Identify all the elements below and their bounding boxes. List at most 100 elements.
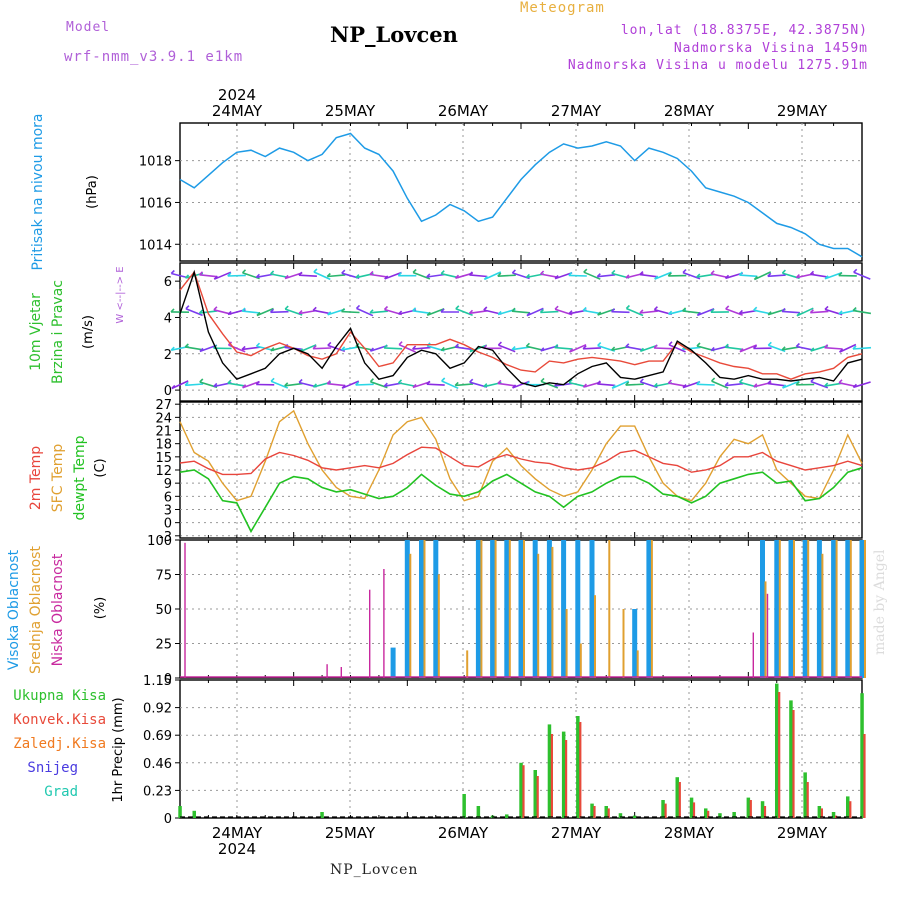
wind-arrowhead: [512, 384, 517, 389]
wind-arrowhead: [185, 305, 190, 310]
precip-bar: [192, 810, 196, 818]
wind-arrow: [682, 380, 701, 389]
wind-arrow: [767, 382, 786, 387]
wind-arrow: [185, 383, 204, 387]
pressure-panel: 1014 1016 1018 Pritisak na nivou mora (hPa) 2…: [30, 86, 863, 271]
wind-arrow: [412, 271, 431, 280]
wind-arrowhead: [710, 270, 715, 275]
wind-arrowhead: [852, 383, 857, 388]
precip-bar: [849, 801, 852, 818]
y-tick-label: 24: [155, 411, 172, 426]
wind-arrow: [852, 346, 872, 350]
precip-bar: [561, 731, 566, 818]
wind-arrowhead: [810, 378, 815, 383]
y-tick-label: 100: [147, 534, 172, 549]
wind-arrow: [838, 382, 857, 388]
wind-arrow: [654, 347, 673, 350]
precip-legend-item: Zaledj.Kisa: [13, 736, 106, 752]
wind-arrow: [327, 274, 346, 278]
wind-arrowhead: [198, 271, 204, 276]
cloud-bar: [565, 609, 568, 678]
wind-arrowhead: [781, 346, 786, 351]
wind-arrowhead: [824, 344, 829, 349]
precip-bar: [803, 772, 807, 818]
wind-arrow: [369, 310, 388, 314]
wind-arrowhead: [767, 341, 772, 346]
precip-bar: [604, 806, 608, 818]
y-tick-label: 12: [155, 464, 172, 479]
wind-arrowhead: [596, 380, 601, 385]
wind-arrowhead: [198, 309, 204, 314]
wind-arrowhead: [497, 272, 502, 277]
wind-arrow: [597, 383, 616, 387]
precip-bar: [547, 724, 552, 818]
wind-speed-line: [179, 269, 863, 388]
wind-ylabel-1: 10m Vjetar: [28, 293, 44, 371]
wind-arrowhead: [738, 309, 743, 314]
wind-arrowhead: [426, 273, 431, 278]
wind-arrow: [384, 347, 403, 350]
wind-arrow: [313, 309, 332, 315]
wind-arrowhead: [184, 274, 190, 279]
precip-bar: [632, 815, 637, 818]
y-tick-label: 6: [164, 490, 172, 505]
wind-arrowhead: [284, 274, 289, 280]
wind-arrow: [341, 380, 360, 389]
wind-arrow: [540, 380, 559, 389]
wind-arrowhead: [369, 378, 374, 383]
wind-arrow: [611, 310, 630, 314]
wind-arrowhead: [241, 269, 247, 274]
wind-arrowhead: [554, 344, 559, 349]
precip-bar: [689, 797, 694, 818]
cloud-bar: [437, 574, 440, 678]
wind-arrowhead: [454, 274, 460, 279]
wind-arrowhead: [511, 307, 516, 312]
wind-arrowhead: [412, 268, 417, 274]
precip-bar: [704, 808, 708, 818]
y-tick-label: -3: [159, 530, 172, 545]
wind-arrowhead: [312, 345, 317, 350]
wind-arrowhead: [256, 311, 261, 317]
precip-bar: [806, 782, 809, 818]
plot-frame: [179, 122, 863, 262]
altitude-text: Nadmorska Visina 1459m: [673, 41, 868, 56]
wind-arrowhead: [440, 308, 445, 313]
cloud-bar: [632, 609, 638, 678]
wind-arrow: [242, 346, 261, 351]
cloud-bar: [589, 540, 595, 678]
cloud-bar: [622, 609, 625, 678]
wind-arrowhead: [540, 377, 545, 382]
y-tick-label: 27: [155, 398, 172, 413]
wind-arrow: [213, 271, 232, 280]
wind-arrow: [185, 346, 204, 351]
wind-arrow: [185, 307, 203, 317]
wind-arrowhead: [696, 342, 701, 347]
wind-arrow: [298, 274, 317, 277]
cloud-bar: [807, 540, 810, 678]
bottom-day-label: 24MAY: [212, 824, 263, 842]
wind-arrow: [540, 273, 559, 279]
wind-arrowhead: [213, 306, 218, 311]
wind-arrow: [753, 309, 772, 315]
wind-arrowhead: [441, 377, 446, 382]
bottom-day-label: 25MAY: [325, 824, 376, 842]
lonlat-text: lon,lat (18.8375E, 42.3875N): [620, 23, 868, 38]
cloud-bar: [551, 546, 554, 678]
wind-arrowhead: [540, 347, 545, 352]
precip-bar: [775, 683, 779, 818]
wind-arrow: [639, 310, 658, 314]
wind-arrow: [512, 380, 530, 389]
precip-bar: [692, 802, 696, 818]
wind-arrowhead: [383, 305, 389, 311]
wind-arrow: [242, 380, 260, 389]
wind-arrow: [469, 274, 488, 278]
wind-arrowhead: [753, 275, 758, 281]
wind-arrow: [668, 382, 687, 387]
wind-arrow: [313, 347, 332, 350]
wind-arrowhead: [397, 379, 403, 384]
y-tick-label: 25: [155, 638, 172, 653]
y-tick-label: 18: [155, 438, 172, 453]
wind-arrowhead: [809, 309, 814, 314]
